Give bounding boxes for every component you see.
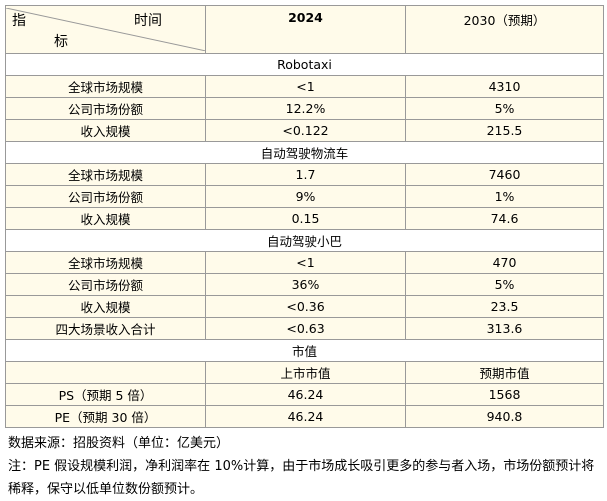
row-label: 全球市场规模 [5, 163, 206, 186]
section-row: Robotaxi [5, 53, 604, 76]
row-label: 收入规模 [5, 207, 206, 230]
row-label: 收入规模 [5, 119, 206, 142]
value-cell: 5% [405, 273, 604, 296]
data-row: 公司市场份额 12.2% 5% [5, 97, 604, 120]
section-row: 自动驾驶物流车 [5, 141, 604, 164]
header-cell: 指 标 时间 [5, 5, 206, 54]
data-row: 全球市场规模 <1 470 [5, 251, 604, 274]
row-label: PE（预期 30 倍） [5, 405, 206, 428]
section-title: 自动驾驶物流车 [5, 141, 604, 164]
section-row: 市值 [5, 339, 604, 362]
data-row: PE（预期 30 倍） 46.24 940.8 [5, 405, 604, 428]
value-cell: 46.24 [205, 405, 406, 428]
diagonal-line [6, 8, 206, 51]
value-cell: 313.6 [405, 317, 604, 340]
subheader-row: 上市市值 预期市值 [5, 361, 604, 384]
value-cell: 36% [205, 273, 406, 296]
value-cell: 5% [405, 97, 604, 120]
value-cell: 215.5 [405, 119, 604, 142]
data-row: 公司市场份额 9% 1% [5, 185, 604, 208]
header-text: 标 [54, 34, 68, 50]
section-row: 自动驾驶小巴 [5, 229, 604, 252]
row-label: 公司市场份额 [5, 273, 206, 296]
row-label: 四大场景收入合计 [5, 317, 206, 340]
data-row: 全球市场规模 1.7 7460 [5, 163, 604, 186]
note: 数据来源：招股资料（单位：亿美元） [8, 436, 230, 451]
row-label: 收入规模 [5, 295, 206, 318]
value-cell: <1 [205, 251, 406, 274]
content: 指 标 时间 2024 2030（预期） Robotaxi 全球市场规模 <1 431… [5, 5, 604, 501]
note: 注：PE 假设规模利润，净利润率在 10%计算，由于市场成长吸引更多的参与者入场… [8, 459, 595, 497]
subheader-cell [5, 361, 206, 384]
header-row: 指 标 时间 2024 2030（预期） [5, 5, 604, 54]
value-cell: 4310 [405, 75, 604, 98]
value-cell: 7460 [405, 163, 604, 186]
header-cell: 2030（预期） [405, 5, 604, 54]
row-label: 全球市场规模 [5, 75, 206, 98]
header-cell: 2024 [205, 5, 406, 54]
value-cell: 12.2% [205, 97, 406, 120]
data-row: 公司市场份额 36% 5% [5, 273, 604, 296]
section-title: 自动驾驶小巴 [5, 229, 604, 252]
data-row: PS（预期 5 倍） 46.24 1568 [5, 383, 604, 406]
row-label: 全球市场规模 [5, 251, 206, 274]
value-cell: 0.15 [205, 207, 406, 230]
diagonal-cell: 指 标 时间 [6, 8, 206, 51]
header-text: 时间 [134, 13, 162, 29]
value-cell: 9% [205, 185, 406, 208]
value-cell: 1% [405, 185, 604, 208]
value-cell: 1.7 [205, 163, 406, 186]
value-cell: <1 [205, 75, 406, 98]
value-cell: 46.24 [205, 383, 406, 406]
data-row: 全球市场规模 <1 4310 [5, 75, 604, 98]
table-body: 指 标 时间 2024 2030（预期） Robotaxi 全球市场规模 <1 431… [5, 5, 604, 428]
table: 指 标 时间 2024 2030（预期） Robotaxi 全球市场规模 <1 431… [5, 5, 604, 428]
row-label: PS（预期 5 倍） [5, 383, 206, 406]
row-label: 公司市场份额 [5, 185, 206, 208]
subheader-cell: 预期市值 [405, 361, 604, 384]
section-title: Robotaxi [5, 53, 604, 76]
value-cell: 1568 [405, 383, 604, 406]
value-cell: <0.36 [205, 295, 406, 318]
value-cell: 470 [405, 251, 604, 274]
data-row: 收入规模 <0.122 215.5 [5, 119, 604, 142]
diagonal [6, 8, 206, 51]
data-row: 收入规模 0.15 74.6 [5, 207, 604, 230]
header-text: 指 [12, 13, 26, 29]
subheader-cell: 上市市值 [205, 361, 406, 384]
value-cell: <0.63 [205, 317, 406, 340]
data-row: 收入规模 <0.36 23.5 [5, 295, 604, 318]
section-title: 市值 [5, 339, 604, 362]
value-cell: 23.5 [405, 295, 604, 318]
value-cell: 940.8 [405, 405, 604, 428]
row-label: 公司市场份额 [5, 97, 206, 120]
value-cell: <0.122 [205, 119, 406, 142]
value-cell: 74.6 [405, 207, 604, 230]
data-row: 四大场景收入合计 <0.63 313.6 [5, 317, 604, 340]
notes: 数据来源：招股资料（单位：亿美元） 注：PE 假设规模利润，净利润率在 10%计算… [5, 432, 603, 501]
